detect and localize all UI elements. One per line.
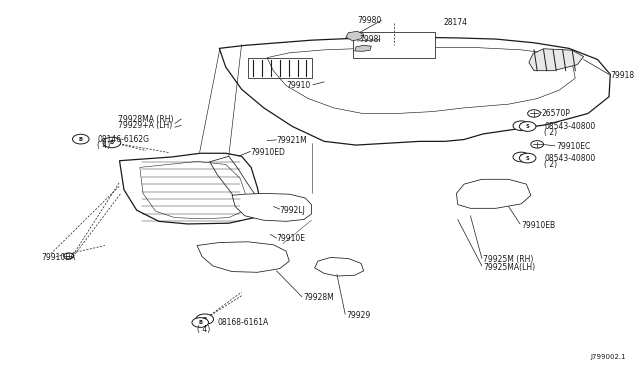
Text: 79925MA(LH): 79925MA(LH) — [483, 263, 535, 272]
Text: J799002.1: J799002.1 — [591, 354, 626, 360]
Text: 08146-6162G: 08146-6162G — [98, 135, 150, 144]
Text: 79928M: 79928M — [303, 293, 334, 302]
Bar — [353, 32, 435, 58]
Circle shape — [520, 122, 536, 131]
Text: 7992LJ: 7992LJ — [280, 206, 305, 215]
Polygon shape — [456, 179, 531, 208]
Polygon shape — [197, 242, 289, 272]
Circle shape — [513, 152, 529, 162]
Text: 79928MA (RH): 79928MA (RH) — [118, 115, 173, 124]
Polygon shape — [346, 31, 364, 41]
Text: 7998l: 7998l — [360, 35, 381, 44]
Text: 79910E: 79910E — [276, 234, 305, 243]
Text: 79910EC: 79910EC — [556, 142, 591, 151]
Polygon shape — [120, 153, 260, 224]
Text: S: S — [519, 123, 524, 128]
Polygon shape — [220, 37, 611, 145]
Text: 79910ED: 79910ED — [250, 148, 285, 157]
Text: S: S — [526, 124, 529, 129]
Text: 79925M (RH): 79925M (RH) — [483, 255, 534, 264]
Circle shape — [63, 253, 74, 259]
Bar — [248, 58, 312, 78]
Circle shape — [196, 314, 214, 324]
Text: 08543-40800: 08543-40800 — [545, 154, 596, 163]
Text: 79980: 79980 — [357, 16, 381, 25]
Text: 28174: 28174 — [443, 18, 467, 27]
Text: ( 2): ( 2) — [543, 128, 557, 137]
Circle shape — [531, 141, 543, 148]
Text: 79929: 79929 — [346, 311, 371, 320]
Text: 79921M: 79921M — [276, 136, 307, 145]
Circle shape — [513, 121, 529, 131]
Circle shape — [527, 110, 540, 117]
Text: 08543-40800: 08543-40800 — [545, 122, 596, 131]
Text: 79918: 79918 — [611, 71, 634, 80]
Text: 79910EB: 79910EB — [522, 221, 556, 230]
Circle shape — [72, 134, 89, 144]
Polygon shape — [529, 49, 584, 71]
Circle shape — [192, 318, 209, 327]
Text: S: S — [526, 155, 529, 161]
Text: B: B — [79, 137, 83, 142]
Polygon shape — [232, 193, 312, 221]
Text: ( 2): ( 2) — [543, 160, 557, 169]
Text: ( 4): ( 4) — [197, 325, 210, 334]
Text: 79910: 79910 — [286, 81, 310, 90]
Circle shape — [103, 137, 121, 148]
Text: 08168-6161A: 08168-6161A — [218, 318, 269, 327]
Text: B: B — [110, 140, 114, 145]
Text: S: S — [519, 154, 524, 160]
Text: B: B — [198, 320, 202, 325]
Text: 79910EA: 79910EA — [42, 253, 76, 262]
Text: 26570P: 26570P — [541, 109, 570, 118]
Text: ( 4): ( 4) — [97, 141, 110, 150]
Text: 79929+A (LH): 79929+A (LH) — [118, 121, 172, 130]
Text: B: B — [203, 317, 207, 322]
Polygon shape — [315, 257, 364, 276]
Polygon shape — [355, 45, 371, 51]
Circle shape — [520, 153, 536, 163]
